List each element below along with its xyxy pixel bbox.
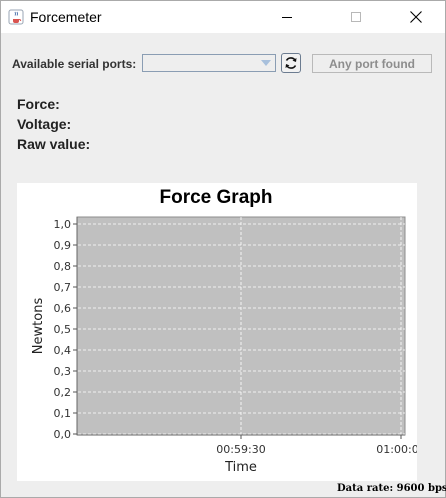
data-rate-status: Data rate: 9600 bps: [337, 483, 446, 494]
y-tick-label: 0,2: [54, 386, 72, 399]
close-button[interactable]: [393, 1, 439, 33]
java-icon: [8, 9, 24, 25]
y-tick-label: 1,0: [54, 218, 72, 231]
raw-value-label: Raw value:: [17, 136, 91, 152]
y-tick-label: 0,5: [54, 323, 72, 336]
serial-port-combobox[interactable]: [142, 54, 276, 72]
minimize-icon: [282, 16, 292, 18]
close-icon: [410, 11, 422, 23]
y-tick-label: 0,4: [54, 344, 72, 357]
y-tick-label: 0,8: [54, 260, 72, 273]
y-tick-label: 0,9: [54, 239, 72, 252]
x-tick-label: 01:00:00: [376, 443, 417, 456]
serial-ports-label: Available serial ports:: [12, 57, 137, 71]
x-axis-label: Time: [224, 460, 257, 475]
force-label: Force:: [17, 96, 60, 112]
maximize-icon: [351, 12, 361, 22]
force-graph-panel: Force Graph 0,0 0,1 0,2 0,3 0,4 0,5 0,6 0,7 0,8 0…: [17, 183, 417, 481]
y-tick-label: 0,3: [54, 365, 72, 378]
x-tick-label: 00:59:30: [216, 443, 265, 456]
refresh-icon: [285, 57, 297, 69]
y-axis-label: Newtons: [31, 298, 46, 355]
y-tick-label: 0,6: [54, 302, 72, 315]
y-tick-label: 0,1: [54, 407, 72, 420]
connect-button[interactable]: Any port found: [312, 54, 432, 73]
y-tick-label: 0,7: [54, 281, 72, 294]
maximize-button[interactable]: [333, 1, 379, 33]
chart-title: Force Graph: [160, 187, 273, 208]
window-title: Forcemeter: [30, 9, 102, 25]
chevron-down-icon[interactable]: [257, 55, 275, 71]
refresh-ports-button[interactable]: [281, 53, 301, 73]
title-bar[interactable]: Forcemeter: [1, 1, 445, 33]
voltage-label: Voltage:: [17, 116, 72, 132]
force-graph-chart: Force Graph 0,0 0,1 0,2 0,3 0,4 0,5 0,6 0,7 0,8 0…: [31, 187, 417, 475]
y-tick-label: 0,0: [54, 428, 72, 441]
minimize-button[interactable]: [264, 1, 310, 33]
